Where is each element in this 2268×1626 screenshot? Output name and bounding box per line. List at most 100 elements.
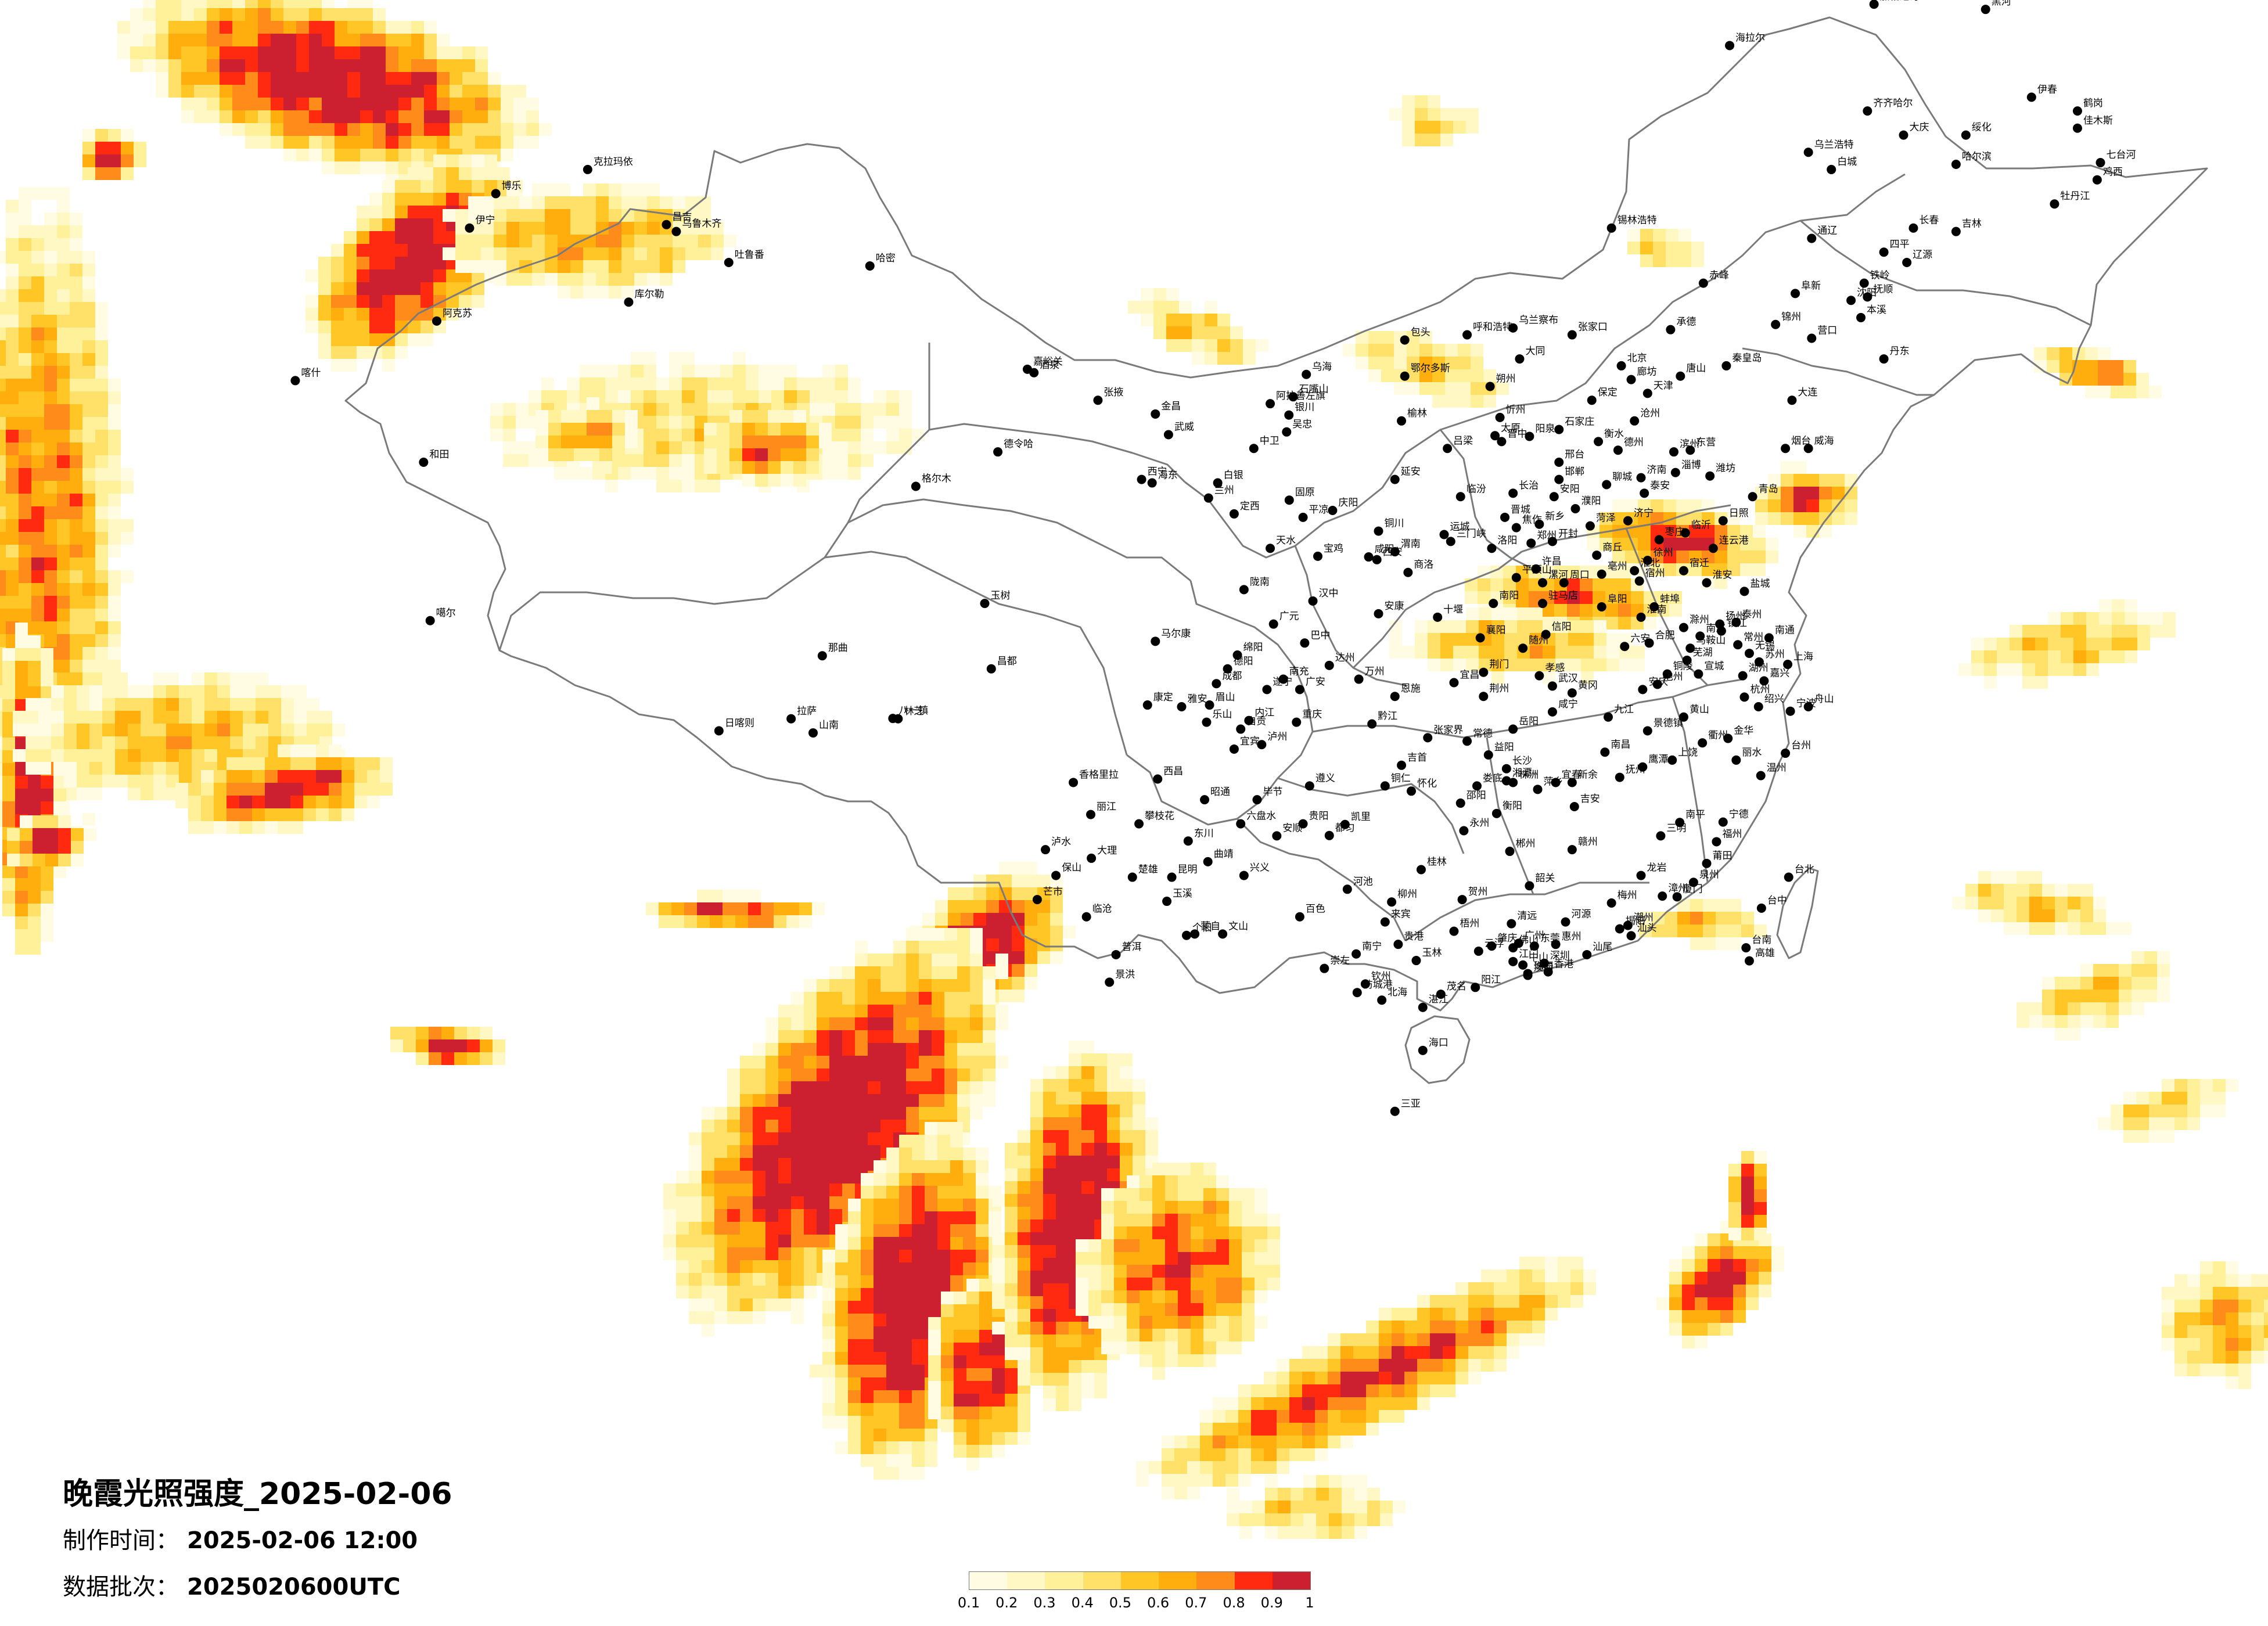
- city-label: 白银: [1224, 470, 1243, 481]
- city-dot: [1626, 375, 1636, 384]
- city-dot: [1244, 715, 1254, 725]
- city-dot: [1232, 650, 1242, 660]
- city-dot: [1295, 912, 1304, 922]
- city-dot: [1086, 810, 1095, 819]
- city-label: 泸水: [1051, 836, 1071, 848]
- city-dot: [1268, 619, 1278, 629]
- legend-tick-label: 0.7: [1185, 1595, 1207, 1611]
- city-dot: [1559, 578, 1569, 588]
- city-dot: [1462, 736, 1472, 746]
- city-dot: [1462, 330, 1472, 340]
- city-dot: [1508, 724, 1518, 734]
- city-dot: [1374, 609, 1383, 618]
- city-label: 忻州: [1506, 404, 1526, 416]
- city-dot: [808, 728, 818, 738]
- city-dot: [2026, 92, 2036, 102]
- city-dot: [1400, 371, 1410, 381]
- city-dot: [1505, 847, 1515, 857]
- city-dot: [1547, 681, 1557, 691]
- city-label: 新余: [1578, 769, 1598, 780]
- city-label: 呼和浩特: [1473, 322, 1512, 333]
- city-label: 遵义: [1315, 772, 1335, 784]
- city-label: 株洲: [1519, 769, 1539, 780]
- city-label: 高雄: [1755, 948, 1775, 959]
- city-label: 玉树: [991, 590, 1011, 602]
- city-label: 石家庄: [1565, 416, 1594, 428]
- city-dot: [1638, 762, 1648, 772]
- city-label: 营口: [1817, 325, 1837, 336]
- city-dot: [1262, 685, 1272, 695]
- city-dot: [1203, 857, 1213, 866]
- city-label: 荆门: [1489, 659, 1509, 671]
- city-label: 台北: [1795, 864, 1814, 876]
- city-label: 赣州: [1578, 836, 1598, 848]
- city-dot: [1570, 504, 1580, 514]
- city-label: 天津: [1654, 380, 1673, 391]
- city-label: 长治: [1519, 480, 1539, 491]
- city-dot: [432, 316, 441, 326]
- city-dot: [1541, 629, 1551, 639]
- city-dot: [1239, 585, 1249, 595]
- city-label: 益阳: [1494, 742, 1514, 753]
- legend-tick-labels: 0.1 0.2 0.3 0.4 0.5 0.6 0.7 0.8 0.9 1: [958, 1595, 1317, 1618]
- city-label: 保山: [1062, 862, 1081, 874]
- city-label: 常德: [1473, 728, 1493, 739]
- make-time: 制作时间： 2025-02-06 12:00: [63, 1521, 418, 1555]
- city-dot: [1869, 0, 1879, 9]
- city-label: 张掖: [1104, 387, 1123, 398]
- xinjiang-border: [498, 343, 930, 651]
- city-dot: [1615, 772, 1624, 782]
- city-dot: [1302, 369, 1311, 379]
- city-dot: [1613, 445, 1623, 455]
- city-dot: [1587, 395, 1597, 405]
- city-dot: [1863, 106, 1872, 116]
- city-label: 柳州: [1397, 888, 1417, 900]
- hunan-guangdong-border: [1486, 737, 1534, 895]
- city-dot: [1167, 872, 1177, 882]
- city-label: 揭阳: [1626, 915, 1645, 927]
- legend-tick-label: 0.9: [1260, 1595, 1283, 1611]
- city-dot: [1807, 233, 1817, 243]
- city-label: 玉溪: [1173, 888, 1192, 900]
- city-label: 芜湖: [1693, 647, 1713, 659]
- city-label: 昌吉: [672, 211, 692, 223]
- city-dot: [1483, 750, 1493, 760]
- city-label: 西昌: [1163, 766, 1183, 778]
- legend-tick-label: 0.1: [957, 1595, 980, 1611]
- city-label: 汉中: [1319, 588, 1339, 599]
- city-label: 眉山: [1216, 692, 1235, 703]
- city-dot: [1961, 130, 1971, 140]
- city-dot: [1783, 660, 1793, 670]
- city-dot: [1678, 623, 1688, 632]
- city-label: 白城: [1837, 156, 1857, 168]
- city-dot: [1292, 717, 1302, 727]
- city-label: 嘉兴: [1770, 668, 1789, 679]
- city-label: 九江: [1614, 704, 1634, 715]
- city-label: 佳木斯: [2083, 115, 2113, 127]
- city-label: 金华: [1734, 725, 1753, 737]
- city-label: 南昌: [1611, 739, 1630, 750]
- city-label: 鄂尔多斯: [1411, 363, 1450, 375]
- city-dot: [1320, 963, 1329, 973]
- legend-tick-label: 0.8: [1223, 1595, 1245, 1611]
- city-label: 南充: [1289, 666, 1309, 678]
- city-dot: [1694, 669, 1703, 679]
- city-label: 拉萨: [797, 706, 817, 717]
- city-dot: [1508, 956, 1518, 966]
- city-label: 河池: [1353, 876, 1373, 887]
- city-label: 嘉峪关: [1033, 356, 1063, 368]
- city-dot: [1278, 674, 1288, 684]
- city-label: 北海: [1388, 987, 1407, 998]
- city-label: 宝鸡: [1324, 543, 1343, 555]
- city-label: 梅州: [1618, 890, 1637, 901]
- city-dot: [419, 457, 429, 467]
- city-dot: [1497, 437, 1507, 447]
- city-dot: [1508, 323, 1518, 333]
- city-label: 鸡西: [2103, 167, 2123, 178]
- city-label: 包头: [1411, 326, 1430, 338]
- city-dot: [1672, 892, 1682, 902]
- city-dot: [662, 220, 671, 229]
- city-label: 宿州: [1645, 568, 1665, 580]
- city-label: 固原: [1295, 487, 1315, 498]
- city-dot: [1626, 931, 1636, 941]
